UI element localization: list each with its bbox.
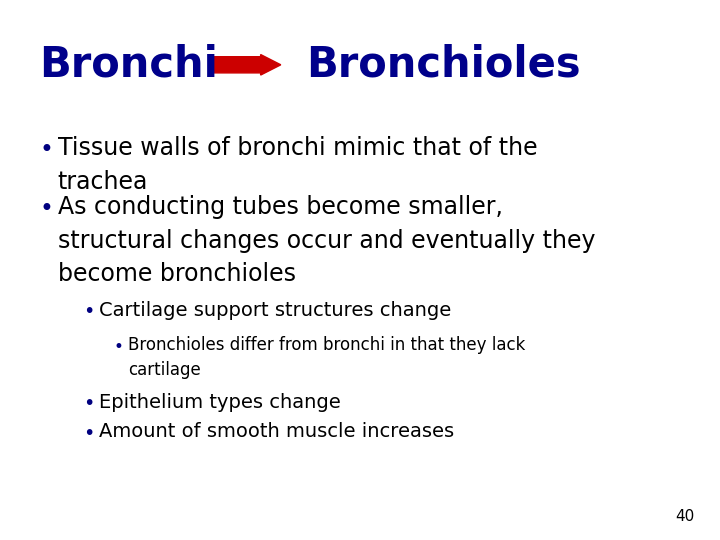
Text: Amount of smooth muscle increases: Amount of smooth muscle increases bbox=[99, 422, 454, 441]
Text: •: • bbox=[83, 424, 94, 443]
Text: •: • bbox=[83, 394, 94, 413]
Text: 40: 40 bbox=[675, 509, 695, 524]
Text: Epithelium types change: Epithelium types change bbox=[99, 393, 341, 411]
Text: •: • bbox=[83, 302, 94, 321]
Text: As conducting tubes become smaller,
structural changes occur and eventually they: As conducting tubes become smaller, stru… bbox=[58, 195, 595, 287]
Text: •: • bbox=[40, 138, 53, 161]
Text: Bronchioles: Bronchioles bbox=[306, 44, 580, 86]
Text: Bronchi: Bronchi bbox=[40, 44, 218, 86]
Text: Cartilage support structures change: Cartilage support structures change bbox=[99, 301, 451, 320]
FancyArrow shape bbox=[212, 55, 281, 75]
Text: •: • bbox=[114, 338, 124, 355]
Text: Bronchioles differ from bronchi in that they lack
cartilage: Bronchioles differ from bronchi in that … bbox=[128, 336, 526, 379]
Text: •: • bbox=[40, 197, 53, 221]
Text: Tissue walls of bronchi mimic that of the
trachea: Tissue walls of bronchi mimic that of th… bbox=[58, 136, 537, 193]
